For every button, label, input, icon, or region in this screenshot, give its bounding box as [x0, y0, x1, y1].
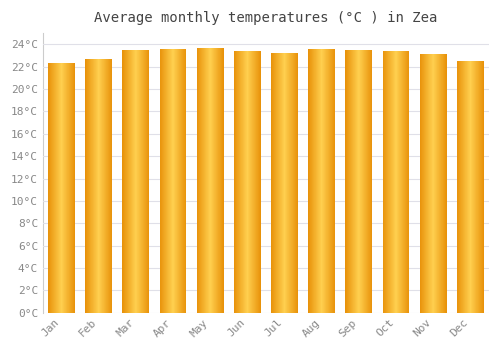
Title: Average monthly temperatures (°C ) in Zea: Average monthly temperatures (°C ) in Ze… [94, 11, 438, 25]
